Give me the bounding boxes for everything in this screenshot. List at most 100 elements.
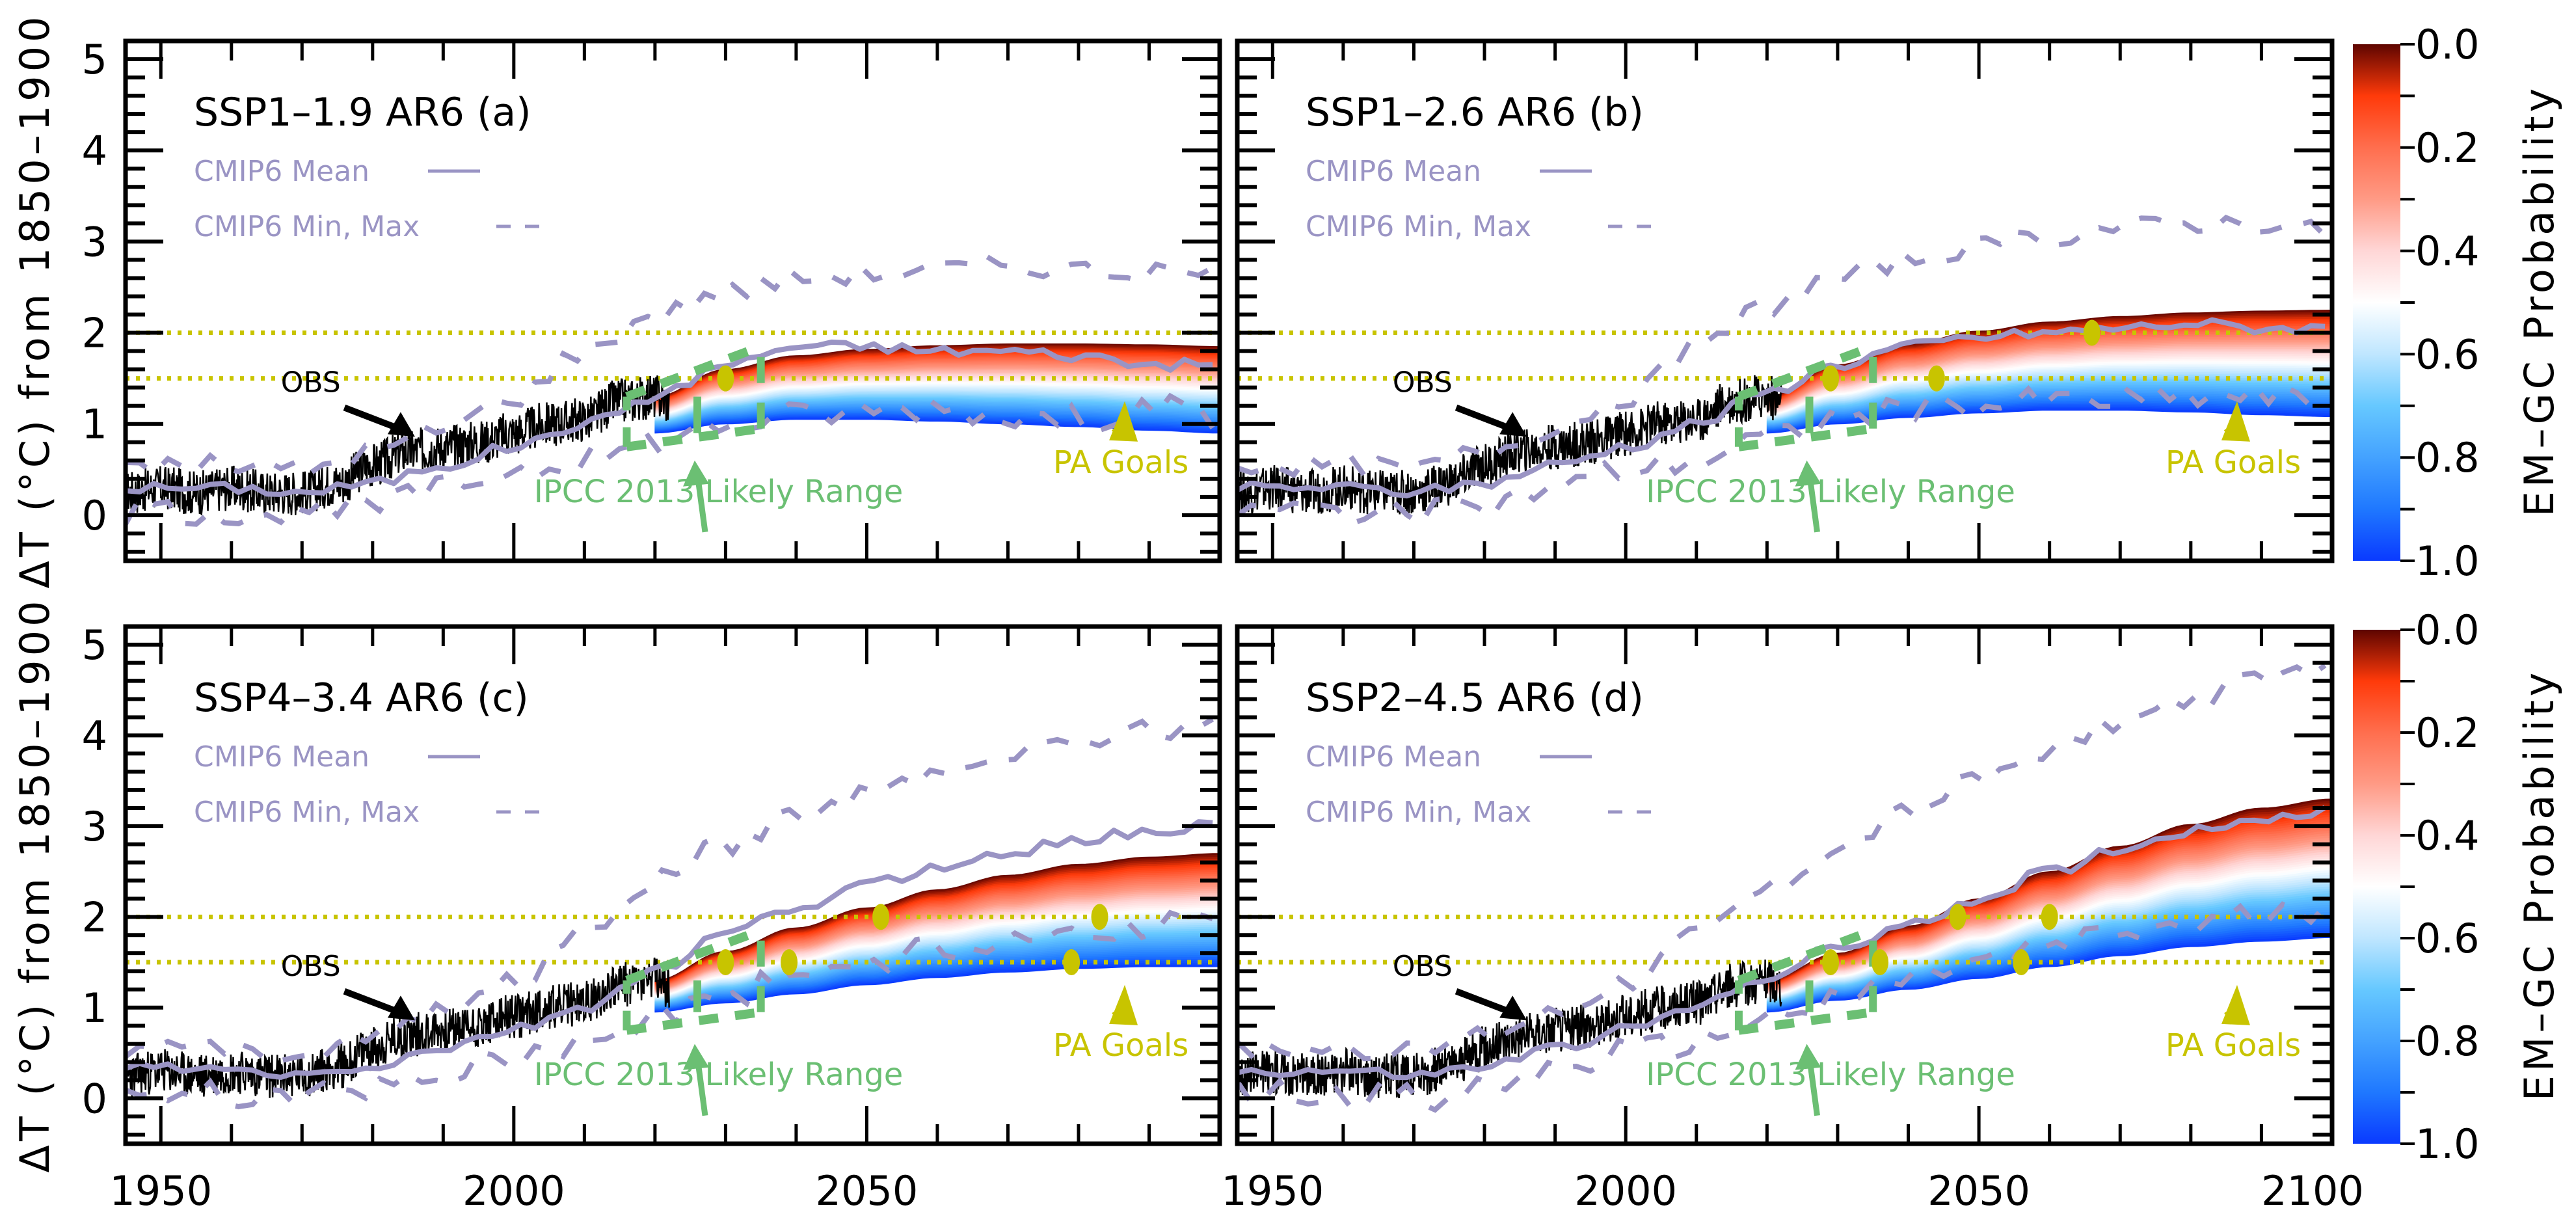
- x-tick-label: 1950: [1221, 1167, 1324, 1215]
- colorbar-title-bottom: EM–GC Probability: [2516, 669, 2563, 1101]
- pa-goal-crossing-point: [2083, 319, 2100, 346]
- pa-goal-crossing-point: [1091, 904, 1108, 930]
- cmip6-min-line: [126, 910, 1214, 1110]
- legend-label-cmip6-minmax: CMIP6 Min, Max: [1306, 796, 1531, 829]
- axes-frame: [123, 624, 1222, 1146]
- cmip6-max-line: [1237, 663, 2327, 1062]
- pa-goal-crossing-point: [1063, 949, 1080, 976]
- cmip6-max-line: [1237, 214, 2327, 480]
- plot-area: [126, 253, 1220, 527]
- ipcc-label: IPCC 2013 Likely Range: [1646, 474, 2015, 510]
- panel-title: SSP1–1.9 AR6 (a): [194, 90, 531, 135]
- colorbar-gradient: [2353, 44, 2400, 561]
- colorbar-bottom: 0.0 0.2 0.4 0.6 0.8 1.0: [2353, 606, 2480, 1168]
- plume-band: [1766, 935, 2332, 1013]
- pa-goals-label: PA Goals: [2166, 1027, 2301, 1064]
- legend-label-cmip6-mean: CMIP6 Mean: [194, 155, 369, 188]
- y-tick-label: 2: [82, 893, 107, 941]
- legend-label-cmip6-mean: CMIP6 Mean: [1306, 740, 1481, 774]
- y-tick-label: 4: [82, 712, 107, 759]
- y-tick-label: 0: [82, 1075, 107, 1122]
- ipcc-upper-edge: [1737, 926, 1875, 985]
- obs-label: OBS: [281, 950, 341, 983]
- pa-goals-arrowhead: [2221, 984, 2250, 1025]
- cmip6-mean-line: [1237, 317, 2326, 499]
- obs-arrowhead: [387, 412, 415, 437]
- ipcc-arrowhead: [1795, 460, 1821, 487]
- pa-goal-crossing-point: [1822, 365, 1840, 392]
- obs-series: [126, 375, 670, 516]
- legend-label-cmip6-minmax: CMIP6 Min, Max: [194, 210, 420, 243]
- obs-label: OBS: [1393, 366, 1453, 399]
- pa-goal-crossing-point: [872, 904, 890, 930]
- ipcc-likely-range-box: [1734, 926, 1877, 1035]
- y-tick-label: 3: [82, 803, 107, 850]
- y-axis-title-top: ΔT (°C) from 1850–1900: [11, 13, 59, 589]
- legend-label-cmip6-minmax: CMIP6 Min, Max: [194, 796, 420, 829]
- pa-goal-crossing-point: [1949, 904, 1966, 930]
- obs-arrowhead: [1499, 412, 1527, 437]
- cmip6-min-line: [126, 392, 1215, 527]
- colorbar-top: 0.0 0.2 0.4 0.6 0.8 1.0: [2353, 21, 2480, 585]
- colorbar-tick-label: 0.6: [2415, 915, 2480, 962]
- panel-title: SSP1–2.6 AR6 (b): [1306, 90, 1644, 135]
- legend-label-cmip6-minmax: CMIP6 Min, Max: [1306, 210, 1531, 243]
- y-tick-label: 1: [82, 401, 107, 448]
- obs-label: OBS: [281, 366, 341, 399]
- y-tick-label: 5: [82, 621, 107, 669]
- ipcc-arrowhead: [1795, 1044, 1821, 1070]
- colorbar-tick-label: 0.0: [2415, 21, 2480, 68]
- cmip6-max-line: [126, 717, 1214, 1064]
- axes-frame: [1235, 624, 2335, 1146]
- pa-goals-arrowhead: [2221, 401, 2250, 442]
- y-tick-label: 4: [82, 127, 107, 174]
- ipcc-upper-edge: [625, 926, 763, 985]
- panel-c: 0 1 2 3 4 5 1950 2000 2050 SSP4–3.4 AR6 (c) CMIP6 …: [82, 621, 1222, 1215]
- panel-title: SSP4–3.4 AR6 (c): [194, 675, 529, 721]
- ipcc-arrowhead: [682, 460, 709, 487]
- pa-goals-arrowhead: [1109, 984, 1138, 1025]
- plot-area: [1237, 663, 2332, 1113]
- ipcc-likely-range-box: [623, 926, 765, 1035]
- x-tick-label: 2100: [2261, 1167, 2364, 1215]
- x-tick-label: 2000: [463, 1167, 565, 1215]
- panel-d: 1950 2000 2050 2100 SSP2–4.5 AR6 (d) CMIP6 Me…: [1221, 624, 2364, 1215]
- obs-arrowhead: [1499, 995, 1527, 1021]
- colorbar-tick-label: 0.2: [2415, 709, 2480, 757]
- colorbar-title-top: EM–GC Probability: [2516, 85, 2563, 517]
- y-tick-label: 1: [82, 984, 107, 1032]
- colorbar-tick-label: 0.8: [2415, 1018, 2480, 1065]
- colorbar-tick-label: 0.0: [2415, 606, 2480, 654]
- pa-goals-label: PA Goals: [2166, 444, 2301, 481]
- colorbar-tick-label: 0.8: [2415, 434, 2480, 481]
- x-tick-label: 2050: [816, 1167, 919, 1215]
- colorbar-gradient: [2353, 630, 2400, 1144]
- ipcc-lower-edge: [1737, 1007, 1874, 1035]
- ipcc-likely-range-box: [623, 342, 765, 452]
- panel-title: SSP2–4.5 AR6 (d): [1306, 675, 1644, 721]
- ipcc-label: IPCC 2013 Likely Range: [534, 1057, 904, 1093]
- obs-label: OBS: [1393, 950, 1453, 983]
- pa-goals-label: PA Goals: [1053, 1027, 1188, 1064]
- pa-goal-crossing-point: [1872, 949, 1889, 976]
- plot-area: [1237, 214, 2332, 528]
- ipcc-lower-edge: [626, 424, 762, 452]
- y-tick-label: 5: [82, 36, 107, 83]
- axes-frame: [123, 38, 1222, 563]
- x-tick-label: 2050: [1927, 1167, 2030, 1215]
- cmip6-mean-line: [1237, 805, 2327, 1081]
- panel-a: 0 1 2 3 4 5 SSP1–1.9 AR6 (a) CMIP6 Mean CMIP6 Mi…: [82, 36, 1222, 563]
- colorbar-tick-label: 0.4: [2415, 812, 2480, 859]
- pa-goals-label: PA Goals: [1053, 444, 1188, 481]
- pa-goal-crossing-point: [717, 949, 734, 976]
- pa-goal-crossing-point: [2041, 904, 2058, 930]
- colorbar-tick-label: 0.2: [2415, 124, 2480, 172]
- legend-label-cmip6-mean: CMIP6 Mean: [194, 740, 369, 774]
- panel-b: SSP1–2.6 AR6 (b) CMIP6 Mean CMIP6 Min, Max…: [1235, 38, 2335, 563]
- pa-goal-crossing-point: [781, 949, 798, 976]
- cmip6-max-line: [126, 253, 1214, 478]
- x-tick-label: 1950: [109, 1167, 212, 1215]
- plume-band: [654, 964, 1220, 1013]
- ipcc-lower-edge: [1737, 424, 1874, 452]
- ipcc-label: IPCC 2013 Likely Range: [1646, 1057, 2015, 1093]
